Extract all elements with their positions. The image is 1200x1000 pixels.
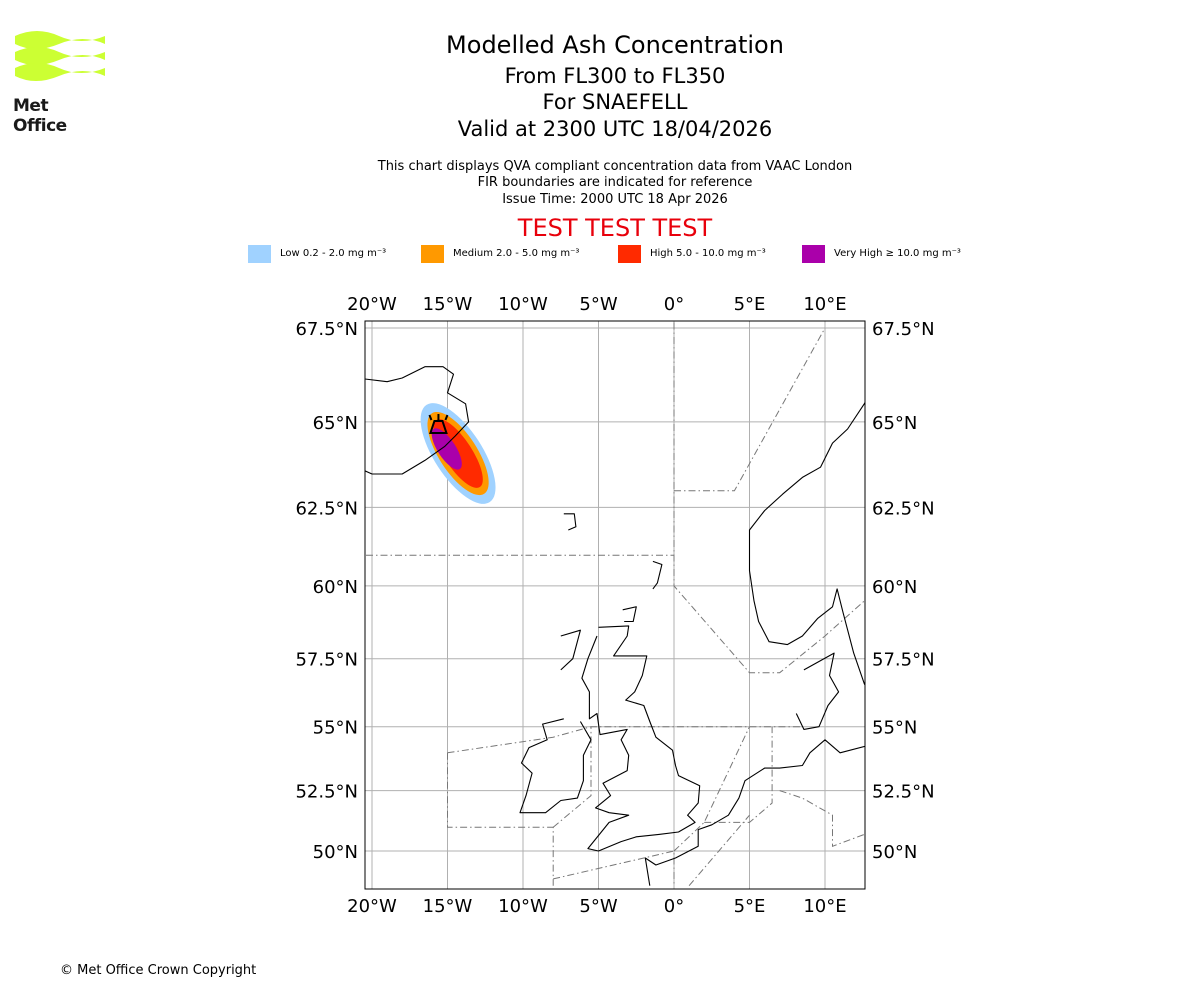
- fir-boundaries: [365, 321, 865, 887]
- lat-label-right: 62.5°N: [872, 498, 935, 519]
- met-office-logo: Met Office: [13, 30, 107, 136]
- lon-label-top: 15°W: [423, 294, 473, 315]
- fir-boundary-line: [674, 327, 826, 492]
- test-banner: TEST TEST TEST: [517, 214, 713, 242]
- valid-time: Valid at 2300 UTC 18/04/2026: [457, 117, 773, 141]
- legend-label: Very High ≥ 10.0 mg m⁻³: [834, 248, 961, 259]
- fir-boundary-line: [688, 814, 750, 887]
- lon-label-top: 10°E: [803, 294, 846, 315]
- coastline: [519, 718, 592, 814]
- lat-label-left: 50°N: [313, 842, 358, 863]
- legend-swatch: [421, 244, 444, 263]
- fir-note: FIR boundaries are indicated for referen…: [477, 175, 753, 190]
- legend-swatch: [802, 244, 825, 263]
- legend-label: Medium 2.0 - 5.0 mg m⁻³: [453, 248, 580, 259]
- legend-label: Low 0.2 - 2.0 mg m⁻³: [280, 248, 387, 259]
- legend-swatch: [248, 244, 271, 263]
- ash-plume: [420, 403, 496, 504]
- logo-text: Met Office: [13, 96, 67, 136]
- volcano-name: For SNAEFELL: [542, 90, 688, 114]
- coastline: [748, 401, 865, 687]
- lat-label-left: 67.5°N: [295, 319, 358, 340]
- legend-item-high: High 5.0 - 10.0 mg m⁻³: [618, 244, 766, 263]
- lon-label-top: 5°E: [734, 294, 766, 315]
- flight-levels: From FL300 to FL350: [504, 64, 726, 88]
- chart-title: Modelled Ash Concentration: [446, 31, 784, 59]
- lon-label-bottom: 5°W: [579, 896, 617, 917]
- lat-label-right: 52.5°N: [872, 782, 935, 803]
- lat-label-left: 57.5°N: [295, 650, 358, 671]
- lat-label-right: 50°N: [872, 842, 917, 863]
- legend-label: High 5.0 - 10.0 mg m⁻³: [650, 248, 766, 259]
- legend-item-low: Low 0.2 - 2.0 mg m⁻³: [248, 244, 386, 263]
- coastline: [560, 629, 581, 671]
- lat-label-left: 60°N: [313, 577, 358, 598]
- issue-time: Issue Time: 2000 UTC 18 Apr 2026: [502, 192, 728, 207]
- lon-label-bottom: 0°: [664, 896, 684, 917]
- volcano-icon: [428, 413, 449, 434]
- fir-boundary-line: [673, 726, 750, 852]
- met-office-waves-icon: [15, 31, 105, 81]
- lat-label-left: 65°N: [313, 413, 358, 434]
- lon-label-bottom: 10°E: [803, 896, 846, 917]
- lat-label-right: 65°N: [872, 413, 917, 434]
- fir-boundary-line: [673, 321, 865, 674]
- coastline: [563, 513, 577, 531]
- qva-note: This chart displays QVA compliant concen…: [377, 159, 853, 174]
- fir-boundary-line: [704, 726, 773, 823]
- coastlines: [365, 366, 865, 886]
- legend-item-very-high: Very High ≥ 10.0 mg m⁻³: [802, 244, 961, 263]
- lat-label-right: 57.5°N: [872, 650, 935, 671]
- coastline: [652, 560, 663, 590]
- lon-label-top: 0°: [664, 294, 684, 315]
- lat-label-left: 55°N: [313, 718, 358, 739]
- coastline: [581, 625, 701, 852]
- lon-label-top: 20°W: [347, 294, 397, 315]
- coastline: [795, 652, 840, 730]
- copyright: © Met Office Crown Copyright: [60, 963, 257, 978]
- map-frame: [364, 320, 866, 890]
- fir-boundary-line: [552, 726, 592, 828]
- lon-label-bottom: 15°W: [423, 896, 473, 917]
- lon-label-top: 5°W: [579, 294, 617, 315]
- lon-label-top: 10°W: [498, 294, 548, 315]
- legend-item-medium: Medium 2.0 - 5.0 mg m⁻³: [421, 244, 579, 263]
- lat-label-left: 52.5°N: [295, 782, 358, 803]
- coastline: [644, 739, 865, 886]
- volcano-symbol: [428, 413, 449, 434]
- lon-label-bottom: 10°W: [498, 896, 548, 917]
- lon-label-bottom: 5°E: [734, 896, 766, 917]
- lat-label-right: 60°N: [872, 577, 917, 598]
- lat-label-right: 55°N: [872, 718, 917, 739]
- fir-boundary-line: [447, 752, 554, 886]
- coastline: [365, 366, 470, 475]
- fir-boundary-line: [779, 790, 865, 848]
- ash-contour-very-high: [431, 428, 462, 470]
- lon-label-bottom: 20°W: [347, 896, 397, 917]
- coastline: [622, 606, 637, 623]
- legend-swatch: [618, 244, 641, 263]
- axis-labels: 20°W 20°W 15°W 15°W 10°W 10°W 5°W 5°W 0° 0° 5°E 5°E…: [295, 294, 934, 917]
- fir-boundary-line: [553, 850, 675, 886]
- lat-label-right: 67.5°N: [872, 319, 935, 340]
- lat-label-left: 62.5°N: [295, 498, 358, 519]
